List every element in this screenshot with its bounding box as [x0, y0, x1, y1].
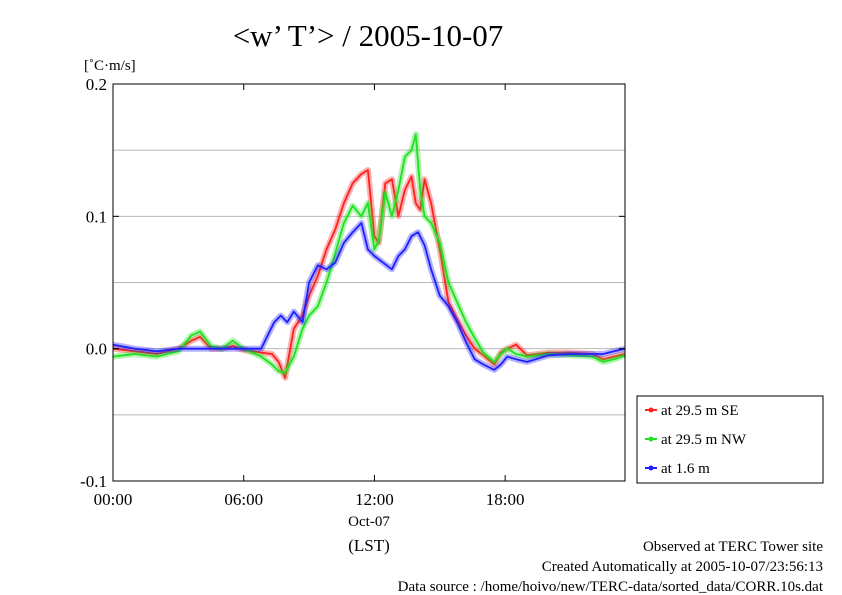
series-line-halo-2 — [112, 220, 626, 373]
data-source-note: Data source : /home/hoivo/new/TERC-data/… — [398, 579, 824, 595]
y-tick-label: 0.2 — [86, 75, 107, 94]
legend-label-1: at 29.5 m NW — [661, 432, 747, 448]
legend: at 29.5 m SE at 29.5 m NW at 1.6 m — [636, 395, 824, 484]
observation-site-note: Observed at TERC Tower site — [643, 539, 823, 555]
series-lines — [112, 131, 627, 381]
x-tick-label: 12:00 — [355, 490, 394, 509]
x-tick-label: 06:00 — [224, 490, 263, 509]
y-tick-label: 0.1 — [86, 207, 107, 226]
y-axis-unit-label: [˚C·m/s] — [84, 58, 136, 74]
created-timestamp-note: Created Automatically at 2005-10-07/23:5… — [542, 559, 823, 575]
plot-frame — [112, 83, 626, 482]
legend-marker-0 — [648, 407, 654, 413]
y-tick-label: 0.0 — [86, 340, 107, 359]
axis-ticks: 0.2 0.1 0.0 -0.100:00 06:00 12:00 18:00 — [80, 75, 625, 509]
series-line-1 — [112, 133, 626, 374]
legend-label-0: at 29.5 m SE — [661, 403, 739, 419]
x-tick-label: 18:00 — [486, 490, 525, 509]
legend-marker-1 — [648, 436, 654, 442]
chart-title: <w’ T’> / 2005-10-07 — [233, 18, 504, 53]
y-tick-label: -0.1 — [80, 472, 107, 491]
legend-box — [636, 395, 824, 484]
x-tick-label: 00:00 — [94, 490, 133, 509]
series-line-2 — [112, 222, 626, 371]
x-unit-label: (LST) — [348, 536, 390, 555]
legend-marker-2 — [648, 465, 654, 471]
legend-label-2: at 1.6 m — [661, 461, 710, 477]
x-date-label: Oct-07 — [348, 514, 390, 530]
